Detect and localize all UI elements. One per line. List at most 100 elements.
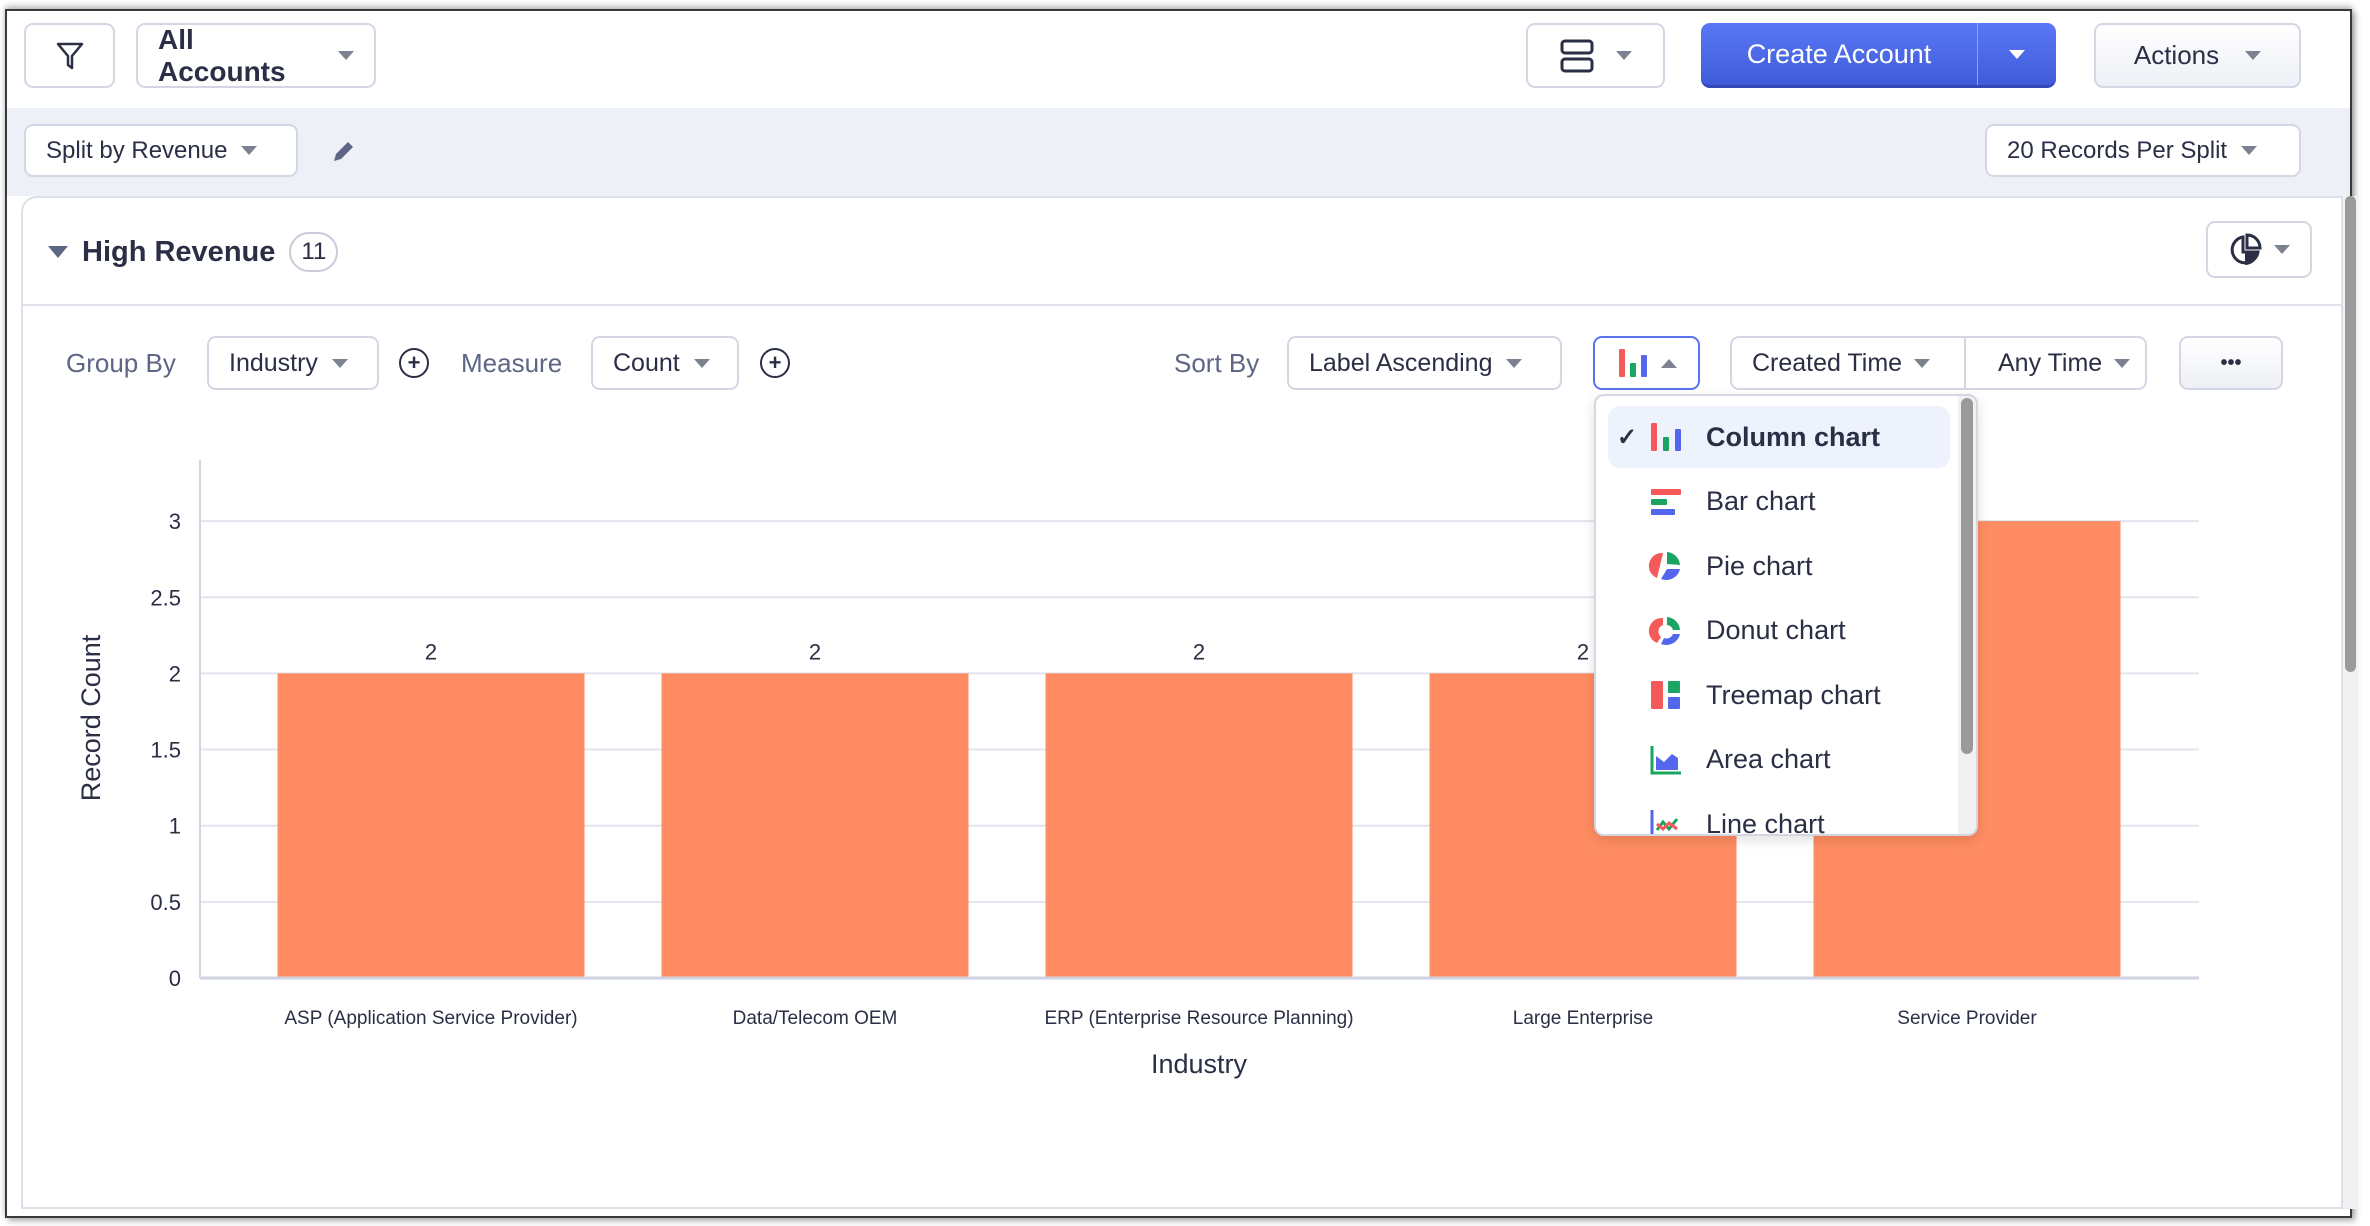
donut-chart-icon	[1648, 616, 1680, 645]
split-by-select[interactable]: Split by Revenue	[24, 124, 298, 177]
chart-type-label: Pie chart	[1706, 550, 1813, 581]
treemap-chart-icon	[1651, 681, 1680, 709]
chevron-down-icon	[2114, 358, 2131, 368]
measure-label: Measure	[461, 348, 563, 378]
header-divider	[23, 304, 2341, 306]
menu-scrollbar[interactable]	[1958, 396, 1976, 834]
filter-icon	[56, 42, 83, 69]
checkmark-icon: ✓	[1616, 423, 1638, 451]
y-tick-label: 2.5	[150, 585, 181, 610]
group-by-label: Group By	[66, 348, 176, 378]
split-by-label: Split by Revenue	[46, 136, 228, 164]
page-scrollbar[interactable]	[2343, 196, 2358, 1209]
x-tick-label: Large Enterprise	[1513, 1008, 1653, 1029]
create-account-split-button: Create Account	[1701, 23, 2056, 88]
sort-by-select[interactable]: Label Ascending	[1287, 336, 1562, 390]
chart-type-option-bar-chart[interactable]: Bar chart	[1608, 471, 1950, 533]
data-label: 2	[1193, 639, 1205, 664]
chevron-down-icon	[241, 146, 258, 155]
chart-type-label: Donut chart	[1706, 615, 1846, 645]
split-layout-icon	[1560, 39, 1593, 72]
line-chart-icon	[1650, 810, 1679, 834]
chevron-down-icon	[2241, 146, 2258, 155]
column-chart-icon	[1651, 423, 1681, 451]
chevron-down-icon	[338, 51, 354, 60]
add-group-by-icon[interactable]: +	[399, 348, 429, 378]
actions-button[interactable]: Actions	[2094, 23, 2301, 88]
chevron-down-icon	[2245, 51, 2262, 60]
chart-type-option-column-chart[interactable]: ✓ Column chart	[1608, 406, 1950, 468]
chart-type-menu: ✓ Column chart Bar chart Pie chart Donut cha…	[1594, 394, 1978, 836]
chevron-down-icon	[2274, 245, 2290, 254]
area-chart-icon	[1650, 745, 1681, 774]
y-tick-label: 0	[169, 966, 181, 991]
menu-scrollbar-thumb[interactable]	[1961, 398, 1973, 754]
chart-type-option-treemap-chart[interactable]: Treemap chart	[1608, 664, 1950, 726]
sort-by-label: Sort By	[1174, 348, 1260, 378]
records-per-split-select[interactable]: 20 Records Per Split	[1985, 124, 2301, 177]
page-scrollbar-thumb[interactable]	[2345, 196, 2356, 672]
x-tick-label: Service Provider	[1897, 1008, 2037, 1029]
records-per-split-label: 20 Records Per Split	[2007, 136, 2228, 164]
pie-chart-icon	[2230, 232, 2262, 265]
date-filter-group: Created Time Any Time	[1730, 336, 2147, 390]
record-count-badge: 11	[289, 232, 339, 272]
chart-type-select[interactable]	[1593, 336, 1700, 390]
chart-type-label: Column chart	[1706, 421, 1881, 452]
chart-type-option-pie-chart[interactable]: Pie chart	[1608, 535, 1950, 597]
more-options-button[interactable]: •••	[2179, 336, 2283, 390]
layout-toggle-button[interactable]	[1526, 23, 1665, 88]
chart-type-option-line-chart[interactable]: Line chart	[1608, 793, 1950, 836]
measure-select[interactable]: Count	[591, 336, 739, 390]
pie-chart-icon	[1648, 552, 1680, 581]
group-by-value: Industry	[229, 348, 318, 377]
add-measure-icon[interactable]: +	[760, 348, 790, 378]
bar	[1045, 673, 1353, 978]
y-tick-label: 0.5	[150, 890, 181, 915]
y-tick-label: 1.5	[150, 738, 181, 763]
column-chart-icon	[1618, 349, 1647, 377]
view-selector[interactable]: All Accounts	[136, 23, 376, 88]
data-label: 2	[425, 639, 437, 664]
chevron-down-icon	[1615, 51, 1632, 60]
chart-type-option-area-chart[interactable]: Area chart	[1608, 729, 1950, 791]
bar	[277, 673, 585, 978]
y-axis-title: Record Count	[76, 634, 106, 801]
date-range-select[interactable]: Any Time	[1980, 338, 2145, 388]
chevron-up-icon	[1660, 358, 1677, 368]
x-tick-label: ASP (Application Service Provider)	[284, 1008, 577, 1029]
more-icon: •••	[2220, 351, 2242, 374]
date-range-value: Any Time	[1998, 348, 2103, 377]
section-header[interactable]: High Revenue 11	[48, 232, 339, 272]
data-label: 2	[1577, 639, 1589, 664]
y-tick-label: 1	[169, 814, 181, 839]
chart-type-option-donut-chart[interactable]: Donut chart	[1608, 600, 1950, 662]
view-label: All Accounts	[158, 23, 286, 87]
chevron-down-icon	[331, 358, 348, 368]
chevron-down-icon	[1506, 358, 1523, 368]
date-field-select[interactable]: Created Time	[1732, 338, 1966, 388]
date-field-value: Created Time	[1752, 348, 1903, 377]
y-tick-label: 2	[169, 661, 181, 686]
y-tick-label: 3	[169, 509, 181, 534]
create-account-menu-button[interactable]	[1978, 23, 2056, 85]
chart-type-label: Bar chart	[1706, 486, 1816, 516]
split-bar	[7, 108, 2350, 196]
x-tick-label: Data/Telecom OEM	[733, 1008, 898, 1029]
sort-by-value: Label Ascending	[1309, 348, 1493, 377]
chart-view-button[interactable]	[2206, 221, 2312, 278]
x-axis-title: Industry	[1151, 1049, 1248, 1079]
filter-button[interactable]	[24, 23, 115, 88]
chevron-down-icon	[693, 358, 710, 368]
edit-pencil-icon[interactable]	[330, 137, 358, 165]
group-by-select[interactable]: Industry	[207, 336, 379, 390]
bar-chart-icon	[1651, 488, 1681, 515]
bar	[661, 673, 969, 978]
chart-type-label: Line chart	[1706, 808, 1825, 836]
actions-label: Actions	[2133, 40, 2220, 70]
x-tick-label: ERP (Enterprise Resource Planning)	[1044, 1008, 1353, 1029]
collapse-triangle-icon[interactable]	[48, 246, 68, 258]
create-account-button[interactable]: Create Account	[1701, 23, 1978, 85]
measure-value: Count	[613, 348, 680, 377]
